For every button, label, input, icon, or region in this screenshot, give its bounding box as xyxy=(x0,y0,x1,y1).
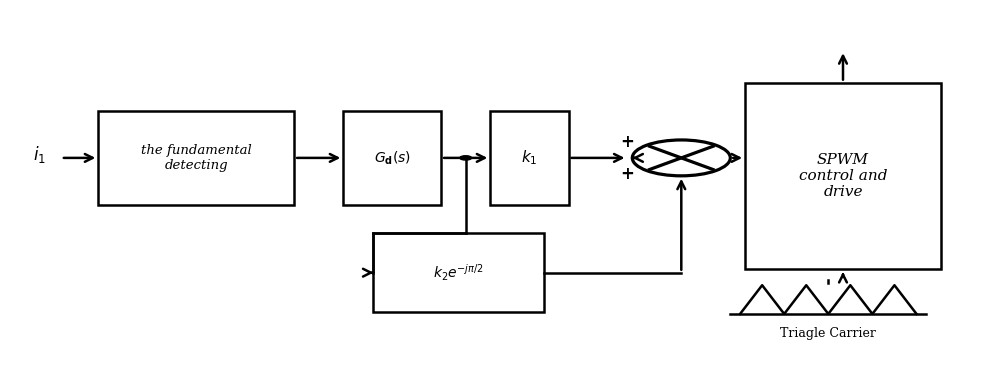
Bar xyxy=(343,111,441,205)
Text: $i_1$: $i_1$ xyxy=(33,144,46,165)
Text: $k_2 e^{-j\pi/2}$: $k_2 e^{-j\pi/2}$ xyxy=(433,262,484,283)
Text: $G_{\mathbf{d}}(s)$: $G_{\mathbf{d}}(s)$ xyxy=(374,149,411,167)
Text: $k_1$: $k_1$ xyxy=(521,149,538,167)
Bar xyxy=(745,83,941,269)
Text: Triagle Carrier: Triagle Carrier xyxy=(780,327,876,340)
Text: +: + xyxy=(620,165,634,183)
Text: +: + xyxy=(620,133,634,151)
Circle shape xyxy=(460,156,472,160)
Text: SPWM
control and
drive: SPWM control and drive xyxy=(799,153,887,199)
Bar xyxy=(490,111,569,205)
Bar xyxy=(98,111,294,205)
Bar xyxy=(373,233,544,312)
Text: the fundamental
detecting: the fundamental detecting xyxy=(141,144,252,172)
